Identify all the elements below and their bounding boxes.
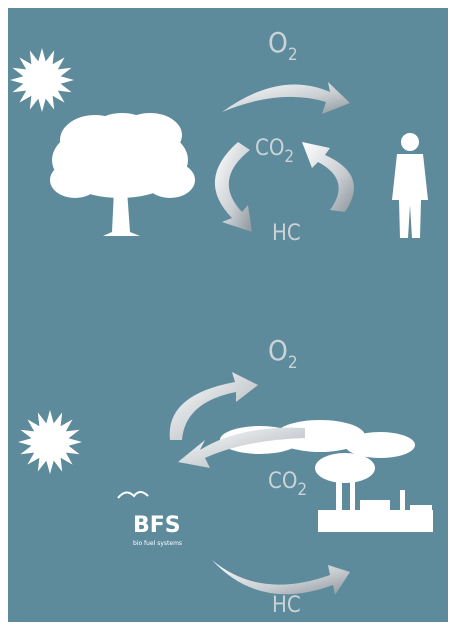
- sun: [10, 48, 74, 112]
- factory: [220, 420, 433, 532]
- oxygen-label: O2: [268, 334, 298, 373]
- arrow: [212, 560, 350, 595]
- arrow: [222, 82, 350, 114]
- sun: [18, 410, 82, 474]
- arrow: [302, 142, 354, 212]
- co2-label: CO2: [268, 469, 307, 500]
- person: [392, 133, 428, 238]
- logo-tagline: bio fuel systems: [133, 540, 182, 547]
- oxygen-label: O2: [268, 26, 298, 65]
- logo-name: BFS: [133, 513, 181, 538]
- co2-label: CO2: [255, 136, 294, 167]
- logo-swoosh: [117, 491, 149, 499]
- arrow: [178, 427, 305, 468]
- hc-label: HC: [272, 593, 301, 618]
- arrow: [169, 372, 258, 440]
- tree: [50, 113, 195, 236]
- hc-label: HC: [272, 221, 301, 246]
- arrow: [214, 142, 252, 232]
